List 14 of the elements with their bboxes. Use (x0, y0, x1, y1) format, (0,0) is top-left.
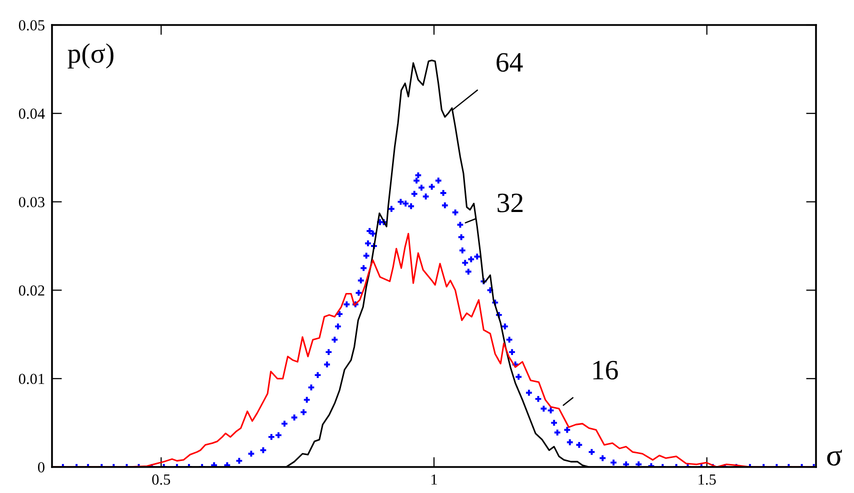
annotation: 32 (498, 194, 523, 212)
y-tick-label: 0.04 (18, 108, 45, 119)
x-tick-label: 1.5 (698, 474, 716, 485)
x-tick-label: 1 (432, 474, 437, 485)
y-tick-label: 0.05 (18, 20, 44, 31)
y-axis-title: p(σ) (68, 43, 114, 69)
y-tick-label: 0.03 (18, 196, 44, 208)
annotation: 64 (496, 53, 523, 72)
y-tick-label: 0.02 (18, 285, 44, 296)
x-axis-title: σ (827, 450, 842, 466)
y-tick-label: 0.01 (18, 374, 44, 384)
y-tick-label: 0 (38, 462, 44, 472)
annotation: 16 (593, 360, 618, 380)
x-tick-label: 0.5 (152, 474, 170, 485)
